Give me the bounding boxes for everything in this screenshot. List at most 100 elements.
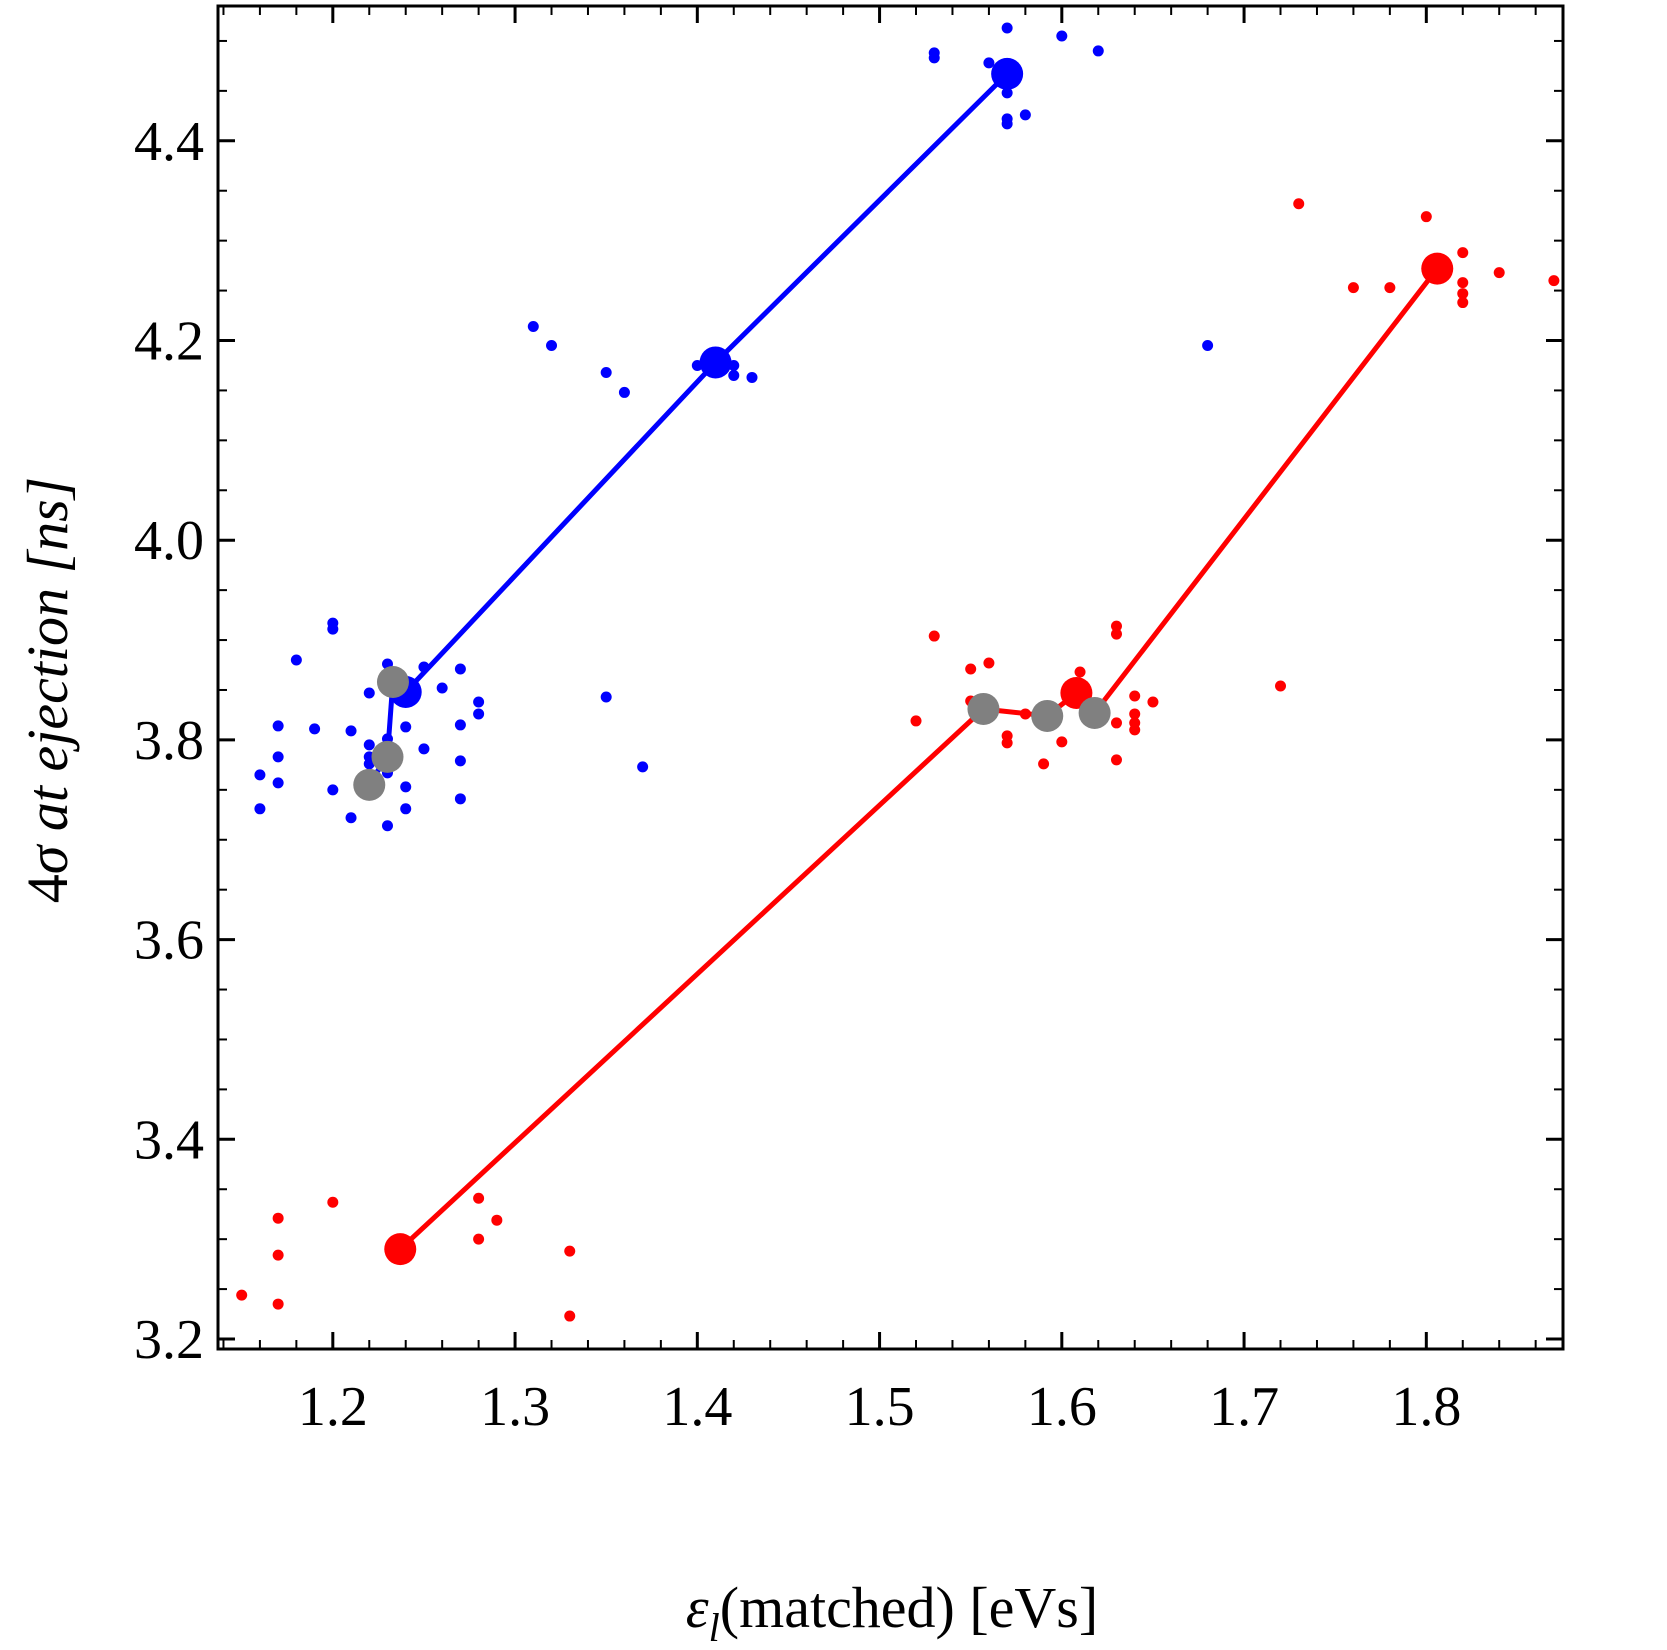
y-tick-label: 3.4 — [134, 1109, 204, 1171]
x-tick-label: 1.7 — [1209, 1376, 1279, 1438]
series-0-point-36 — [600, 691, 612, 703]
series-1-point-36 — [1457, 277, 1469, 289]
series-1-point-30 — [1275, 680, 1287, 692]
x-tick-label: 1.5 — [845, 1376, 915, 1438]
y-tick-label: 4.0 — [134, 510, 204, 572]
series-0-point-12 — [363, 687, 375, 699]
series-0-marker-1 — [699, 346, 732, 379]
series-1-point-34 — [1420, 211, 1432, 223]
series-0-point-21 — [400, 721, 412, 733]
series-0-point-53 — [1202, 339, 1214, 351]
series-0-point-20 — [381, 820, 393, 832]
series-2-marker-0 — [353, 768, 386, 801]
series-1-point-6 — [473, 1233, 485, 1245]
series-0-point-41 — [728, 369, 740, 381]
series-0-point-10 — [345, 725, 357, 737]
series-0-point-5 — [290, 654, 302, 666]
x-tick-label: 1.4 — [662, 1376, 732, 1438]
series-0-point-3 — [272, 751, 284, 763]
series-0-point-26 — [436, 682, 448, 694]
x-tick-label: 1.6 — [1027, 1376, 1097, 1438]
series-0-marker-2 — [991, 57, 1024, 90]
x-axis: 1.2 1.3 1.4 1.5 1.6 1.7 1.8 — [298, 1376, 1461, 1438]
series-0-point-35 — [600, 366, 612, 378]
y-tick-label: 4.4 — [134, 111, 204, 173]
series-0-point-22 — [400, 781, 412, 793]
series-1-point-0 — [236, 1289, 248, 1301]
plot-border — [216, 4, 1565, 1351]
x-tick-label: 1.8 — [1391, 1376, 1461, 1438]
series-0-point-33 — [527, 321, 539, 333]
series-0-point-50 — [1019, 109, 1031, 121]
series-0-point-23 — [400, 803, 412, 815]
series-2-marker-5 — [1078, 696, 1111, 729]
series-0-point-47 — [1001, 87, 1013, 99]
series-1-line — [398, 267, 1440, 1251]
series-1-point-16 — [1001, 737, 1013, 749]
series-0-point-32 — [473, 708, 485, 720]
series-1-point-23 — [1110, 717, 1122, 729]
series-1-point-14 — [983, 657, 995, 669]
series-1-point-33 — [1384, 282, 1396, 294]
series-0-line — [367, 72, 1009, 787]
series-0-point-29 — [454, 755, 466, 767]
series-1-point-39 — [1493, 267, 1505, 279]
series-0-point-51 — [1056, 30, 1068, 42]
series-1-point-37 — [1457, 288, 1469, 300]
y-axis-label-text: σ at ejection [ns] — [15, 477, 80, 875]
series-0-point-49 — [1001, 118, 1013, 130]
series-0-point-13 — [363, 739, 375, 751]
series-0-point-38 — [637, 761, 649, 773]
x-tick-label: 1.2 — [298, 1376, 368, 1438]
series-0-point-37 — [618, 386, 630, 398]
series-0-point-24 — [418, 661, 430, 673]
series-1-point-7 — [491, 1214, 503, 1226]
series-0-point-1 — [254, 803, 266, 815]
series-1-point-40 — [1548, 275, 1560, 287]
series-0-point-44 — [928, 52, 940, 64]
x-tick-label: 1.3 — [480, 1376, 550, 1438]
series-1-point-17 — [1019, 708, 1031, 720]
series-0-point-8 — [327, 623, 339, 635]
series-1-point-24 — [1110, 754, 1122, 766]
y-axis-prefix: 4 — [15, 874, 80, 903]
series-0-point-11 — [345, 812, 357, 824]
series-1-point-18 — [1038, 758, 1050, 770]
series-1-point-19 — [1056, 736, 1068, 748]
x-axis-title: εl(matched) [eVs] — [686, 1575, 1098, 1650]
series-0-point-4 — [272, 777, 284, 789]
series-1-point-11 — [928, 630, 940, 642]
series-0-point-6 — [309, 723, 321, 735]
series-0-point-25 — [418, 743, 430, 755]
series-1-point-9 — [564, 1310, 576, 1322]
series-0-point-15 — [363, 758, 375, 770]
series-1-point-20 — [1074, 666, 1086, 678]
series-1-point-21 — [1110, 620, 1122, 632]
series-1-point-12 — [965, 663, 977, 675]
plot-content — [236, 22, 1560, 1322]
series-0-point-31 — [473, 696, 485, 708]
series-0-point-2 — [272, 720, 284, 732]
series-0-point-45 — [983, 57, 995, 69]
series-1-point-35 — [1457, 247, 1469, 259]
y-axis-title: 4σ at ejection [ns] — [15, 477, 80, 904]
series-1-point-4 — [327, 1196, 339, 1208]
y-tick-label: 3.6 — [134, 910, 204, 972]
series-1-point-3 — [272, 1298, 284, 1310]
series-0-point-34 — [546, 339, 558, 351]
series-1-point-10 — [910, 715, 922, 727]
series-1-point-31 — [1293, 198, 1305, 210]
series-0-point-28 — [454, 719, 466, 731]
series-0-point-42 — [746, 371, 758, 383]
series-1-point-38 — [1457, 297, 1469, 309]
y-tick-label: 3.8 — [134, 710, 204, 772]
series-1-point-26 — [1129, 708, 1141, 720]
series-0-point-9 — [327, 784, 339, 796]
plot-frame — [216, 4, 1565, 1351]
y-tick-label: 4.2 — [134, 311, 204, 373]
series-1-point-5 — [473, 1192, 485, 1204]
series-2-marker-4 — [1031, 699, 1064, 732]
series-0-point-27 — [454, 663, 466, 675]
y-axis: 3.2 3.4 3.6 3.8 4.0 4.2 4.4 — [134, 111, 204, 1371]
series-2-marker-1 — [371, 740, 404, 773]
